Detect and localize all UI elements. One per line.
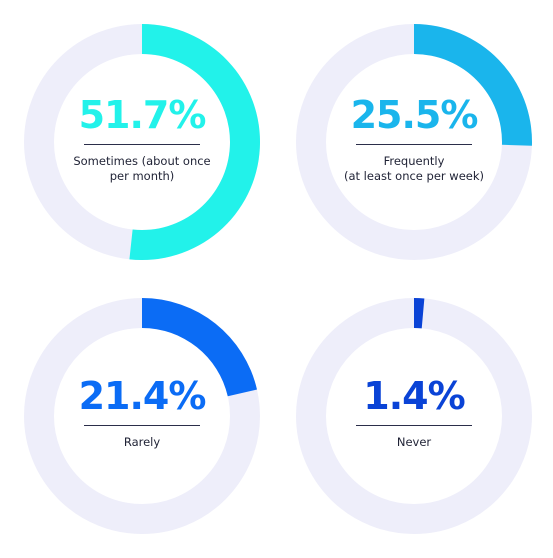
percentage-label: 51.7%: [78, 92, 207, 137]
donut-segment-rarely: [142, 298, 257, 397]
divider: [356, 143, 472, 145]
donut-center: 25.5% Frequently (at least once per week…: [296, 24, 532, 260]
donut-chart-sometimes: 51.7% Sometimes (about once per month): [24, 24, 260, 260]
donut-ring: [296, 24, 532, 260]
category-label: Frequently (at least once per week): [343, 153, 484, 183]
donut-ring: [24, 298, 260, 534]
divider: [356, 425, 472, 426]
donut-center: 51.7% Sometimes (about once per month): [24, 24, 260, 260]
donut-segment-never: [414, 298, 425, 329]
donut-chart-rarely: 21.4% Rarely: [24, 298, 260, 534]
percentage-label: 1.4%: [363, 374, 465, 418]
percentage-label: 25.5%: [350, 92, 479, 137]
divider: [84, 143, 200, 145]
donut-ring: [24, 24, 260, 260]
donut-chart-frequently: 25.5% Frequently (at least once per week…: [296, 24, 532, 260]
category-label: Rarely: [123, 435, 161, 449]
donut-chart-never: 1.4% Never: [296, 298, 532, 534]
category-label: Never: [396, 435, 432, 449]
donut-ring: [296, 298, 532, 534]
donut-center: 21.4% Rarely: [24, 298, 260, 534]
donut-segment-sometimes: [129, 24, 260, 260]
category-label: Sometimes (about once per month): [73, 153, 211, 183]
donut-center: 1.4% Never: [296, 298, 532, 534]
donut-segment-frequently: [414, 24, 532, 146]
divider: [84, 425, 200, 426]
percentage-label: 21.4%: [78, 374, 207, 418]
